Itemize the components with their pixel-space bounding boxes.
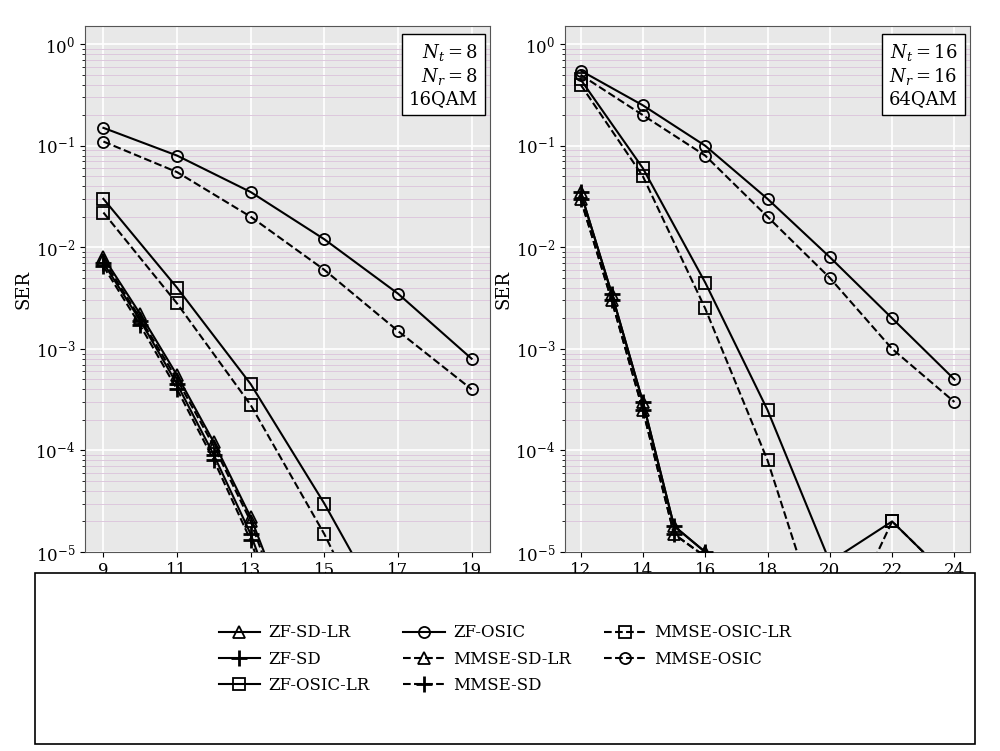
X-axis label: SNR (dB): SNR (dB): [724, 584, 811, 602]
Legend: ZF-SD-LR, ZF-SD, ZF-OSIC-LR, ZF-OSIC, MMSE-SD-LR, MMSE-SD, MMSE-OSIC-LR, MMSE-OS: ZF-SD-LR, ZF-SD, ZF-OSIC-LR, ZF-OSIC, MM…: [210, 616, 800, 702]
Text: (a): (a): [274, 613, 301, 630]
Text: (b): (b): [754, 613, 781, 630]
Text: $N_t = 16$
$N_r = 16$
64QAM: $N_t = 16$ $N_r = 16$ 64QAM: [889, 42, 958, 108]
Text: $N_t = 8$
$N_r = 8$
16QAM: $N_t = 8$ $N_r = 8$ 16QAM: [409, 42, 478, 108]
Y-axis label: SER: SER: [15, 270, 33, 309]
X-axis label: SNR (dB): SNR (dB): [244, 584, 331, 602]
Y-axis label: SER: SER: [495, 270, 513, 309]
